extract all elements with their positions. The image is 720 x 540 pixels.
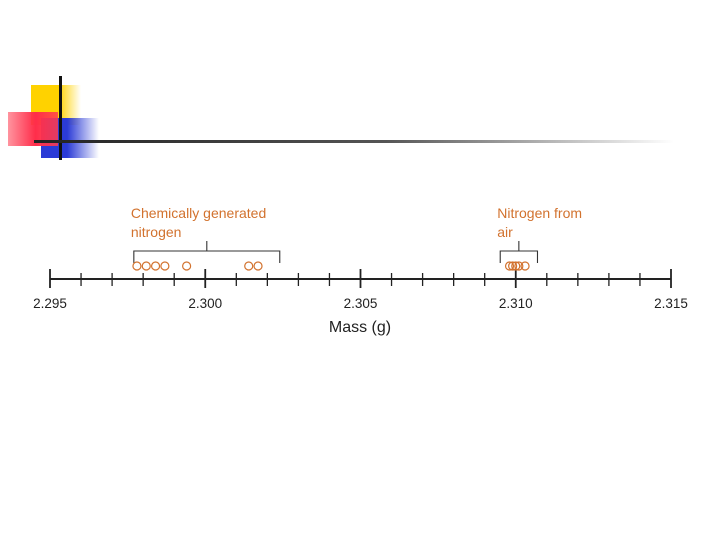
data-point [253, 261, 263, 271]
series-label-line: Chemically generated [131, 205, 266, 221]
series-1: Nitrogen from air [497, 205, 582, 271]
data-point [520, 261, 530, 271]
data-point [150, 261, 161, 271]
series-bracket [499, 241, 539, 263]
data-series: Chemically generated nitrogen Nitrogen fro… [131, 205, 582, 271]
x-axis-title: Mass (g) [329, 319, 391, 336]
data-point [508, 261, 518, 271]
decor-vertical-line [59, 76, 62, 160]
tick-label: 2.310 [499, 296, 533, 311]
decor-horizontal-line [34, 140, 674, 143]
series-label-line: air [497, 224, 513, 240]
data-point [514, 261, 524, 271]
data-point [182, 261, 192, 271]
series-label-line: nitrogen [131, 224, 182, 240]
data-point [160, 261, 170, 271]
series-bracket [133, 241, 281, 263]
data-point [511, 261, 521, 271]
x-axis: 2.295 2.300 2.305 2.310 2.315 [33, 269, 688, 311]
data-point [141, 261, 151, 271]
data-point [244, 261, 254, 271]
series-0: Chemically generated nitrogen [131, 205, 281, 271]
tick-label: 2.305 [344, 296, 378, 311]
tick-label: 2.315 [654, 296, 688, 311]
tick-label: 2.300 [188, 296, 222, 311]
series-label-line: Nitrogen from [497, 205, 582, 221]
data-point [504, 261, 515, 271]
tick-label: 2.295 [33, 296, 67, 311]
data-point [132, 261, 142, 271]
